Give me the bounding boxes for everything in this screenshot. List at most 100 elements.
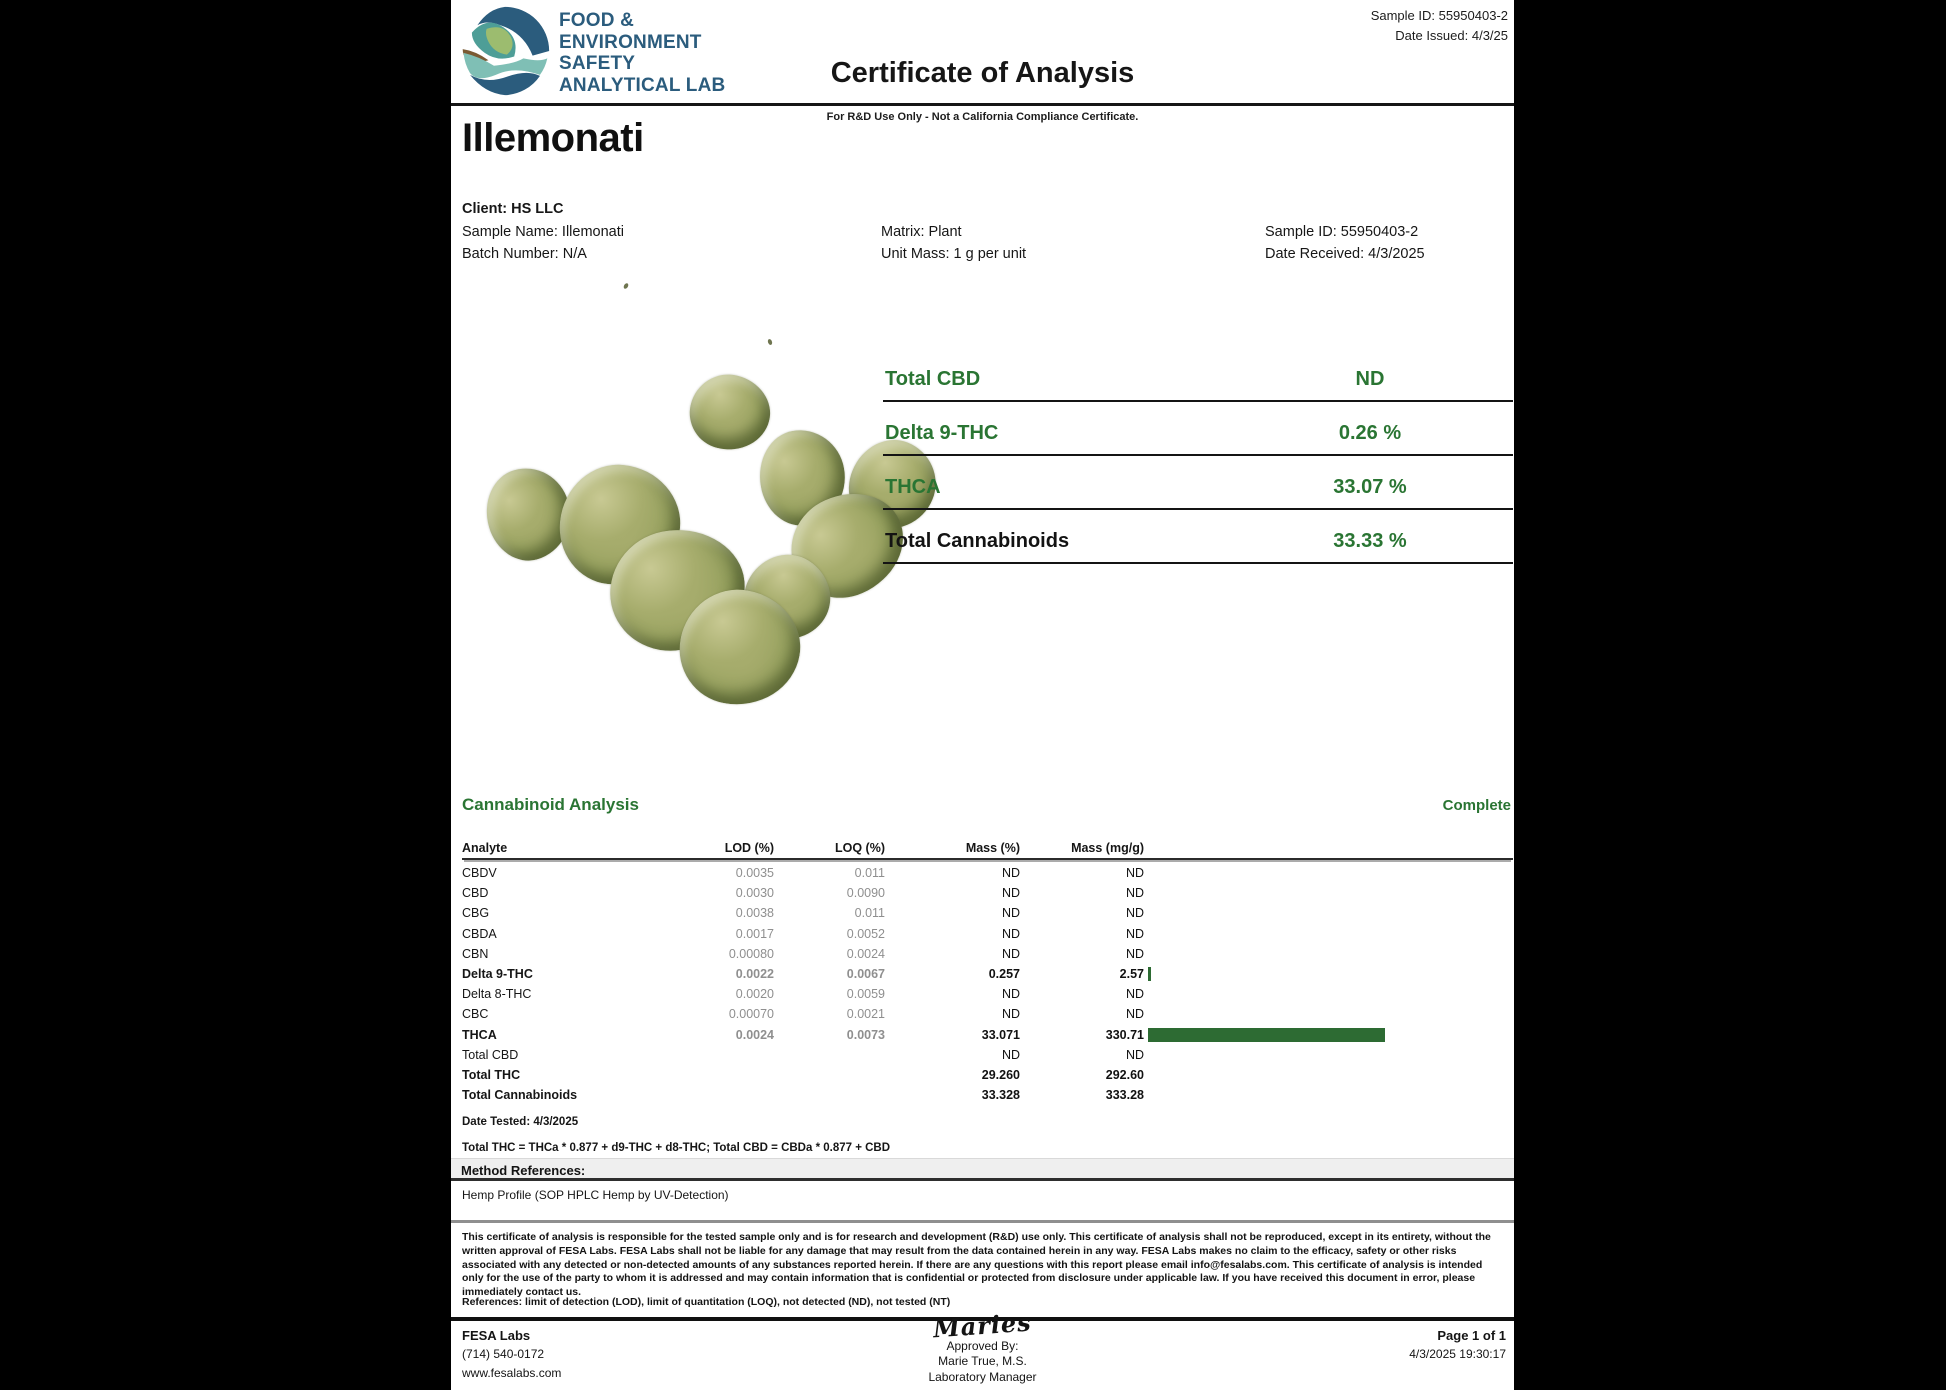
footer-approval-block: Maries Approved By: Marie True, M.S. Lab… [451,1308,1514,1385]
mass-bar-cell [1144,1065,1513,1085]
mass-bar [1148,1027,1386,1042]
mass-bar [1148,967,1151,982]
analysis-row: CBDV 0.0035 0.011 ND ND [462,863,1513,883]
cell-lod: 0.0022 [735,967,774,982]
mass-bar-cell [1144,903,1513,923]
cell-mass-mg: ND [1125,1047,1144,1062]
cell-mass-pct: 29.260 [981,1067,1020,1082]
mass-bar-cell [1144,984,1513,1004]
sample-id-line: Sample ID: 55950403-2 [1265,223,1419,240]
approver-name: Marie True, M.S. [938,1354,1027,1368]
batch-number-line: Batch Number: N/A [462,246,587,262]
header-divider [451,103,1514,106]
approver-title: Laboratory Manager [928,1369,1037,1384]
cell-loq: 0.011 [854,866,885,881]
cell-lod: 0.00080 [728,946,774,961]
sample-name-line: Sample Name: Illemonati [462,223,624,240]
header-date-issued: Date Issued: 4/3/25 [1395,28,1508,43]
summary-row: Delta 9-THC 0.26 % [883,402,1513,456]
cell-analyte: CBDV [462,866,497,881]
summary-analyte-label: Total Cannabinoids [885,530,1070,552]
mass-bar-cell [1144,1004,1513,1024]
analysis-row: CBDA 0.0017 0.0052 ND ND [462,924,1513,944]
analysis-row: CBC 0.00070 0.0021 ND ND [462,1004,1513,1024]
date-received-line: Date Received: 4/3/2025 [1265,246,1425,262]
section-status-complete: Complete [1442,797,1511,814]
summary-analyte-value: 0.26 % [1338,422,1402,444]
references-label: References: [462,1296,523,1308]
lab-logo-wordmark: FOOD & ENVIRONMENT SAFETY ANALYTICAL LAB [559,10,725,96]
header-sample-id: Sample ID: 55950403-2 [1370,8,1508,23]
cell-analyte: CBG [462,906,490,921]
cell-lod: 0.0024 [735,1027,774,1042]
column-header: LOQ (%) [835,841,885,855]
cell-loq: 0.0024 [846,946,885,961]
analysis-table: Analyte LOD (%) LOQ (%) Mass (%) Mass (mg/g)… [462,838,1513,1105]
column-header: Analyte [462,841,508,855]
logo-line: ANALYTICAL LAB [559,74,726,96]
cell-analyte: Delta 9-THC [462,967,533,982]
cell-analyte: CBN [462,946,489,961]
summary-analyte-value: ND [1355,368,1385,390]
method-references-value: Hemp Profile (SOP HPLC Hemp by UV-Detect… [462,1188,729,1202]
cell-mass-mg: ND [1125,987,1144,1002]
cell-mass-pct: ND [1001,866,1020,881]
logo-line: FOOD & [559,10,635,31]
footer-divider [451,1317,1514,1321]
column-header: LOD (%) [724,841,774,855]
cell-lod: 0.00070 [728,1007,774,1022]
mass-bar-cell [1144,1045,1513,1065]
info-column-middle: Matrix: Plant Unit Mass: 1 g per unit [881,198,1026,266]
info-column-left: Client: HS LLC Sample Name: Illemonati B… [462,198,624,266]
cell-loq: 0.0059 [846,987,885,1002]
cell-mass-mg: ND [1125,1007,1144,1022]
cell-loq: 0.0073 [846,1027,885,1042]
analysis-table-header: Analyte LOD (%) LOQ (%) Mass (%) Mass (mg/g) [462,838,1513,860]
analysis-row: Total THC 29.260 292.60 [462,1065,1513,1085]
approved-by-label: Approved By: [946,1338,1019,1353]
method-references-header: Method References: [451,1158,1514,1181]
analysis-row: Delta 8-THC 0.0020 0.0059 ND ND [462,984,1513,1004]
cell-mass-pct: ND [1001,1007,1020,1022]
summary-analyte-label: Total CBD [885,368,981,390]
info-column-right: Sample ID: 55950403-2 Date Received: 4/3… [1265,198,1425,266]
cell-mass-pct: ND [1001,1047,1020,1062]
rd-use-notice: For R&D Use Only - Not a California Comp… [826,111,1139,123]
cell-loq: 0.011 [854,906,885,921]
cell-analyte: Total THC [462,1067,521,1082]
mass-bar-cell [1144,1025,1513,1045]
summary-analyte-label: Delta 9-THC [885,422,999,444]
references-text: limit of detection (LOD), limit of quant… [525,1296,951,1308]
lab-logo [459,5,551,97]
cell-analyte: CBDA [462,926,497,941]
mass-bar-cell [1144,944,1513,964]
analysis-row: CBG 0.0038 0.011 ND ND [462,903,1513,923]
cell-mass-pct: 0.257 [988,967,1020,982]
cell-analyte: CBD [462,886,489,901]
footer-page-block: Page 1 of 1 4/3/2025 19:30:17 [1409,1326,1506,1364]
analysis-row: CBN 0.00080 0.0024 ND ND [462,944,1513,964]
footer-phone: (714) 540-0172 [462,1347,545,1361]
section-divider [451,1220,1514,1223]
report-timestamp: 4/3/2025 19:30:17 [1409,1347,1506,1361]
cell-mass-mg: ND [1125,906,1144,921]
product-photo [475,282,949,775]
analysis-row: Total CBD ND ND [462,1045,1513,1065]
logo-line: ENVIRONMENT [559,31,702,53]
footer-website: www.fesalabs.com [462,1366,562,1380]
cell-mass-pct: ND [1001,926,1020,941]
cell-loq: 0.0090 [846,886,885,901]
cell-mass-pct: ND [1001,987,1020,1002]
cell-loq: 0.0052 [846,926,885,941]
cell-mass-pct: ND [1001,946,1020,961]
mass-bar-cell [1144,883,1513,903]
summary-table: Total CBD ND Delta 9-THC 0.26 % THCA 33.07 % T… [883,348,1513,564]
logo-line: SAFETY [559,53,636,74]
cell-lod: 0.0035 [735,866,774,881]
references-line: References: limit of detection (LOD), li… [462,1296,950,1308]
certificate-page: FOOD & ENVIRONMENT SAFETY ANALYTICAL LAB… [451,0,1514,1390]
cell-mass-pct: ND [1001,906,1020,921]
analysis-row: Total Cannabinoids 33.328 333.28 [462,1085,1513,1105]
cell-lod: 0.0020 [735,987,774,1002]
